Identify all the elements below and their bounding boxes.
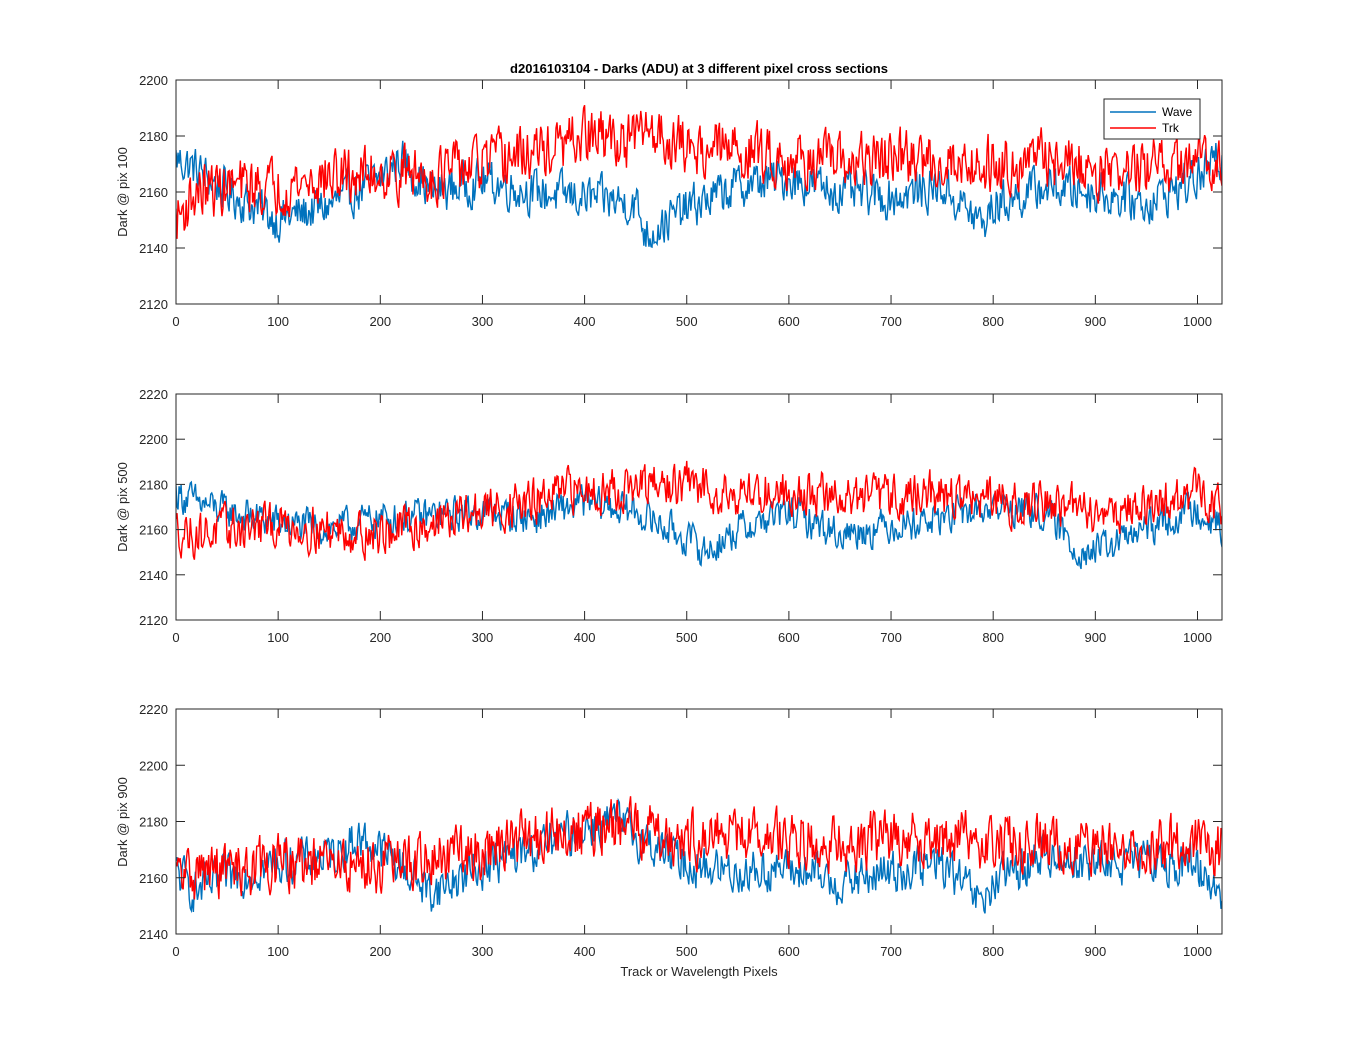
x-tick-label: 600 (778, 944, 800, 959)
x-tick-label: 500 (676, 630, 698, 645)
x-tick-label: 500 (676, 944, 698, 959)
x-tick-label: 200 (369, 944, 391, 959)
x-tick-label: 400 (574, 944, 596, 959)
y-tick-label: 2200 (139, 758, 168, 773)
x-tick-label: 200 (369, 314, 391, 329)
legend: Wave Trk (1103, 98, 1201, 140)
x-tick-label: 0 (172, 944, 179, 959)
ylabel-pix-100: Dark @ pix 100 (115, 147, 130, 237)
x-tick-label: 900 (1084, 944, 1106, 959)
y-tick-label: 2140 (139, 927, 168, 942)
x-tick-label: 400 (574, 630, 596, 645)
x-tick-label: 800 (982, 944, 1004, 959)
subplot-dark-pix-500: 0 100 200 300 400 500 600 700 800 900 1000 2120 2140… (139, 387, 1223, 645)
y-tick-label: 2140 (139, 568, 168, 583)
y-tick-label: 2160 (139, 523, 168, 538)
x-tick-label: 100 (267, 314, 289, 329)
axes-box (175, 708, 1223, 935)
ylabel-pix-900: Dark @ pix 900 (115, 777, 130, 867)
subplot-dark-pix-900: 0 100 200 300 400 500 600 700 800 900 1000 2140 2160… (139, 702, 1223, 959)
y-tick-label: 2160 (139, 185, 168, 200)
legend-box (1103, 98, 1201, 140)
x-tick-label: 1000 (1183, 314, 1212, 329)
x-tick-label: 900 (1084, 314, 1106, 329)
y-tick-label: 2220 (139, 702, 168, 717)
series-line-trk (176, 460, 1222, 561)
y-tick-label: 2200 (139, 73, 168, 88)
ylabel-pix-500: Dark @ pix 500 (115, 462, 130, 552)
x-tick-label: 0 (172, 630, 179, 645)
x-tick-label: 1000 (1183, 944, 1212, 959)
y-tick-label: 2180 (139, 815, 168, 830)
x-tick-label: 300 (472, 630, 494, 645)
y-tick-label: 2180 (139, 129, 168, 144)
series-line-trk (176, 104, 1222, 239)
y-tick-label: 2220 (139, 387, 168, 402)
x-tick-label: 100 (267, 630, 289, 645)
x-tick-label: 1000 (1183, 630, 1212, 645)
legend-label-wave: Wave (1162, 105, 1193, 119)
xlabel: Track or Wavelength Pixels (620, 964, 778, 979)
x-tick-label: 700 (880, 944, 902, 959)
y-tick-label: 2120 (139, 297, 168, 312)
x-tick-label: 700 (880, 630, 902, 645)
x-tick-label: 900 (1084, 630, 1106, 645)
x-tick-label: 300 (472, 944, 494, 959)
axes-box (175, 393, 1223, 621)
x-tick-label: 800 (982, 630, 1004, 645)
x-tick-label: 500 (676, 314, 698, 329)
series-line-trk (176, 796, 1222, 900)
x-tick-label: 400 (574, 314, 596, 329)
y-tick-label: 2120 (139, 613, 168, 628)
x-tick-label: 600 (778, 630, 800, 645)
x-tick-label: 0 (172, 314, 179, 329)
x-tick-label: 600 (778, 314, 800, 329)
legend-label-trk: Trk (1162, 121, 1180, 135)
y-tick-label: 2140 (139, 241, 168, 256)
figure-title: d2016103104 - Darks (ADU) at 3 different… (510, 61, 888, 76)
y-tick-label: 2200 (139, 432, 168, 447)
subplot-dark-pix-100: 0 100 200 300 400 500 600 700 800 900 1000 2120 2140… (139, 73, 1223, 329)
y-tick-label: 2160 (139, 871, 168, 886)
y-tick-label: 2180 (139, 477, 168, 492)
x-tick-label: 300 (472, 314, 494, 329)
x-tick-label: 700 (880, 314, 902, 329)
x-tick-label: 800 (982, 314, 1004, 329)
x-tick-label: 200 (369, 630, 391, 645)
x-tick-label: 100 (267, 944, 289, 959)
